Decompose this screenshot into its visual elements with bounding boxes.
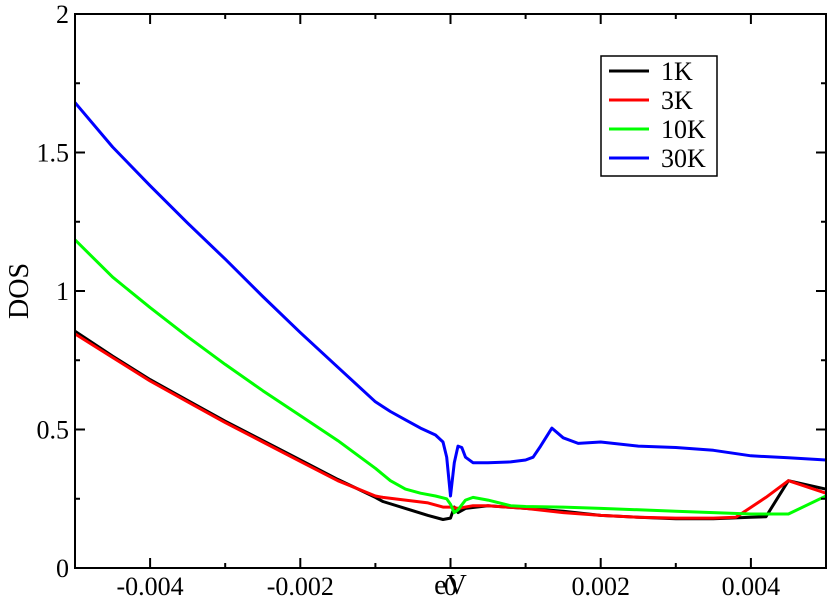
legend-label-30k: 30K (661, 144, 706, 173)
y-tick-label: 2 (56, 0, 69, 29)
y-tick-label: 1 (56, 277, 69, 306)
series-line-10k (75, 238, 826, 516)
x-tick-label: -0.004 (117, 572, 184, 597)
series-line-30k (75, 101, 826, 498)
x-tick-label: 0.002 (571, 572, 630, 597)
y-axis-label: DOS (4, 263, 35, 319)
tick-layer: -0.004 -0.002 0 0.002 0.004 0 0.5 1 1.5 2 (37, 0, 827, 597)
y-tick-label: 0 (56, 554, 69, 583)
legend-box (600, 55, 718, 177)
legend-label-1k: 1K (661, 57, 693, 86)
series-layer (75, 101, 826, 521)
y-tick-label: 0.5 (37, 416, 70, 445)
x-tick-label: -0.002 (267, 572, 334, 597)
y-tick-label: 1.5 (37, 139, 70, 168)
legend-label-3k: 3K (661, 86, 693, 115)
x-axis-label: eV (434, 570, 467, 597)
x-tick-label: 0 (444, 572, 457, 597)
legend-label-10k: 10K (661, 115, 706, 144)
x-tick-label: 0.004 (722, 572, 781, 597)
